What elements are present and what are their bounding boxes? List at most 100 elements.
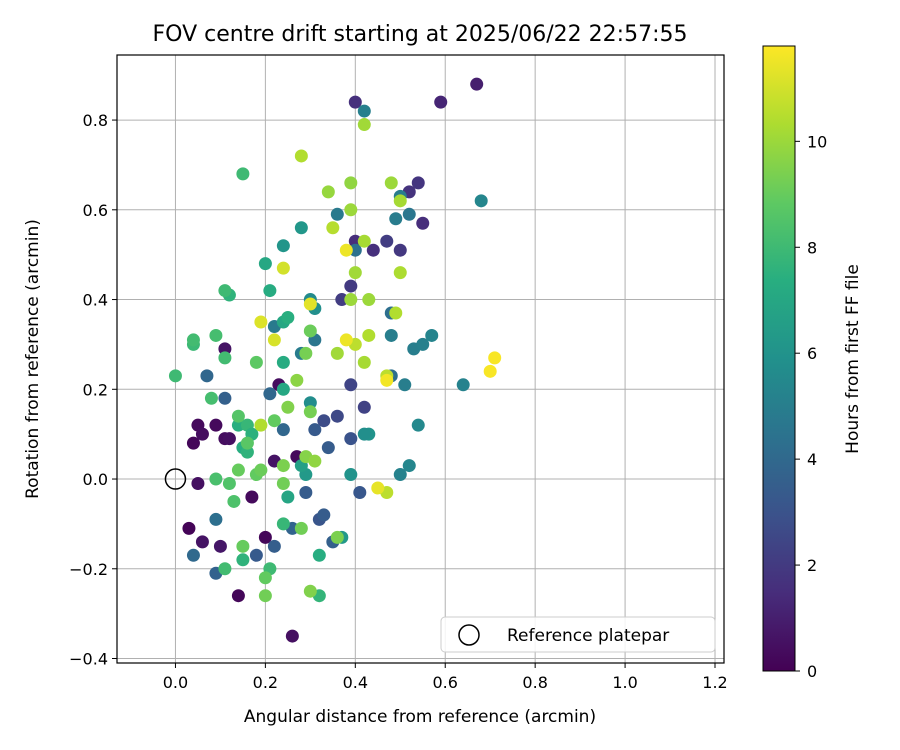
data-point <box>483 364 497 378</box>
x-tick-label: 1.2 <box>702 673 727 692</box>
data-point <box>353 485 367 499</box>
data-point <box>303 297 317 311</box>
data-point <box>402 207 416 221</box>
data-point <box>389 212 403 226</box>
data-point <box>344 176 358 190</box>
data-point <box>434 95 448 109</box>
legend-reference-marker <box>458 624 480 646</box>
data-point <box>425 328 439 342</box>
data-point <box>276 382 290 396</box>
data-point <box>263 387 277 401</box>
data-point <box>393 468 407 482</box>
data-point <box>362 328 376 342</box>
data-point <box>209 418 223 432</box>
data-point <box>231 463 245 477</box>
data-point <box>362 293 376 307</box>
colorbar-tick-label: 0 <box>807 662 817 681</box>
data-point <box>470 77 484 91</box>
data-point <box>308 423 322 437</box>
data-point <box>303 396 317 410</box>
data-point <box>236 553 250 567</box>
data-point <box>236 167 250 181</box>
data-point <box>254 418 268 432</box>
x-tick-label: 0.2 <box>253 673 278 692</box>
data-point <box>218 562 232 576</box>
data-point <box>227 494 241 508</box>
colorbar: 0 2 4 6 8 10 Hours from first FF file <box>762 45 863 681</box>
data-point <box>371 481 385 495</box>
data-point <box>254 315 268 329</box>
data-point <box>276 239 290 253</box>
data-point <box>276 423 290 437</box>
x-tick-label: 0.4 <box>343 673 368 692</box>
chart-title: FOV centre drift starting at 2025/06/22 … <box>153 22 688 47</box>
data-point <box>348 243 362 257</box>
grid-lines <box>117 55 724 663</box>
data-point <box>321 441 335 455</box>
data-point <box>317 414 331 428</box>
data-point <box>344 203 358 217</box>
y-axis-ticks: −0.4 −0.2 0.0 0.2 0.4 0.6 0.8 <box>69 111 117 669</box>
data-point <box>456 378 470 392</box>
colorbar-ticks: 0 2 4 6 8 10 <box>795 132 827 681</box>
data-point <box>384 176 398 190</box>
data-point <box>393 243 407 257</box>
reference-point-marker <box>164 468 187 490</box>
data-point <box>339 243 353 257</box>
y-tick-label: 0.4 <box>83 291 108 310</box>
data-point <box>281 490 295 504</box>
data-point <box>222 432 236 446</box>
data-point <box>231 589 245 603</box>
data-point <box>209 472 223 486</box>
y-tick-label: 0.8 <box>83 111 108 130</box>
data-point <box>231 418 245 432</box>
data-point <box>186 333 200 347</box>
x-axis-label: Angular distance from reference (arcmin) <box>244 707 596 727</box>
data-point <box>294 149 308 163</box>
colorbar-tick-label: 2 <box>807 556 817 575</box>
data-point <box>204 391 218 405</box>
data-point <box>218 391 232 405</box>
x-tick-label: 0.0 <box>163 673 188 692</box>
data-point <box>200 369 214 383</box>
data-point <box>249 548 263 562</box>
data-point <box>344 468 358 482</box>
y-tick-label: 0.0 <box>83 470 108 489</box>
data-point <box>384 328 398 342</box>
data-point <box>258 571 272 585</box>
data-point <box>317 508 331 522</box>
data-point <box>344 279 358 293</box>
data-point <box>339 333 353 347</box>
data-point <box>299 485 313 499</box>
data-point <box>357 104 371 118</box>
x-tick-label: 0.8 <box>522 673 547 692</box>
data-point <box>281 400 295 414</box>
data-point <box>258 530 272 544</box>
data-point <box>330 207 344 221</box>
plot-frame <box>116 54 725 664</box>
colorbar-tick-label: 10 <box>807 132 827 151</box>
data-point <box>344 432 358 446</box>
data-point <box>276 477 290 491</box>
legend-box <box>440 616 716 653</box>
data-point <box>348 234 362 248</box>
data-point <box>258 589 272 603</box>
data-point <box>195 535 209 549</box>
data-point <box>357 400 371 414</box>
data-point <box>186 548 200 562</box>
data-point <box>348 95 362 109</box>
data-point <box>209 328 223 342</box>
data-point <box>357 118 371 132</box>
y-tick-label: −0.2 <box>69 560 108 579</box>
data-point <box>488 351 502 365</box>
data-point <box>330 530 344 544</box>
data-point <box>168 369 182 383</box>
data-point <box>402 459 416 473</box>
data-point <box>398 378 412 392</box>
data-point <box>411 176 425 190</box>
data-point <box>393 194 407 208</box>
data-point <box>182 521 196 535</box>
data-point <box>276 459 290 473</box>
data-point <box>281 310 295 324</box>
data-point <box>213 539 227 553</box>
